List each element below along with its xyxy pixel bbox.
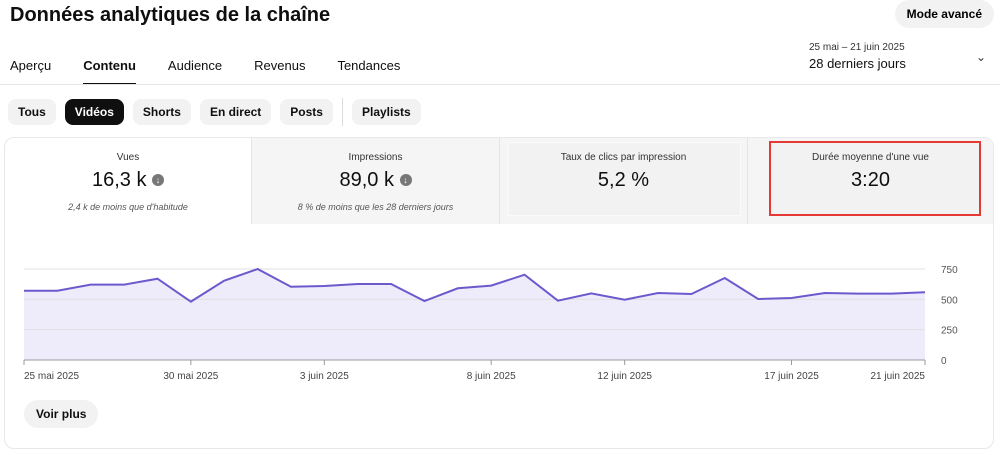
page-title: Données analytiques de la chaîne [10, 4, 331, 26]
metric-vues[interactable]: Vues 16,3 k ↓ 2,4 k de moins que d'habit… [5, 138, 251, 224]
chip-videos[interactable]: Vidéos [64, 99, 124, 125]
x-tick-label: 25 mai 2025 [24, 371, 79, 382]
x-tick-label: 12 juin 2025 [597, 371, 652, 382]
chevron-down-icon[interactable]: ⌄ [975, 50, 986, 64]
x-tick-label: 30 mai 2025 [163, 371, 218, 382]
advanced-mode-button[interactable]: Mode avancé [894, 0, 994, 28]
series-line [24, 267, 926, 303]
metric-value: 16,3 k [91, 169, 147, 191]
y-tick-label: 750 [941, 265, 958, 276]
x-tick-label: 8 juin 2025 [467, 371, 516, 382]
metric-label: Vues [116, 152, 140, 163]
period-selector[interactable]: 28 derniers jours [809, 56, 906, 71]
metric-value: 5,2 % [597, 169, 650, 191]
x-tick-label: 17 juin 2025 [764, 371, 819, 382]
metric-impressions[interactable]: Impressions 89,0 k ↓ 8 % de moins que le… [251, 138, 499, 224]
y-tick-label: 0 [941, 356, 947, 367]
metric-note: 8 % de moins que les 28 derniers jours [297, 202, 454, 212]
x-tick-label: 21 juin 2025 [871, 371, 926, 382]
date-range[interactable]: 25 mai – 21 juin 2025 [809, 42, 905, 53]
chip-playlists[interactable]: Playlists [351, 99, 421, 125]
tab-apercu[interactable]: Aperçu [10, 58, 52, 73]
metric-avg-view-duration[interactable]: Durée moyenne d'une vue 3:20 [747, 138, 993, 224]
line-chart: 0 250 500 750 25 mai 2025 30 mai 2025 3 juin 2… [23, 265, 958, 382]
voir-plus-button[interactable]: Voir plus [24, 400, 99, 428]
x-tick-label: 3 juin 2025 [300, 371, 349, 382]
chip-tous[interactable]: Tous [8, 99, 56, 125]
tab-tendances[interactable]: Tendances [337, 58, 401, 73]
content-filter-chips: Tous Vidéos Shorts En direct Posts Playl… [8, 98, 421, 126]
highlight-box [769, 141, 981, 216]
chip-posts[interactable]: Posts [280, 99, 333, 125]
chip-separator [341, 98, 343, 126]
tab-contenu[interactable]: Contenu [83, 58, 136, 85]
tab-revenus[interactable]: Revenus [254, 58, 306, 73]
arrow-down-icon: ↓ [152, 174, 165, 186]
y-tick-label: 500 [941, 295, 958, 306]
metric-label: Impressions [348, 152, 403, 163]
metric-note: 2,4 k de moins que d'habitude [68, 202, 188, 212]
metric-label: Taux de clics par impression [560, 152, 687, 163]
y-tick-label: 250 [941, 326, 958, 337]
chip-en-direct[interactable]: En direct [199, 99, 272, 125]
arrow-down-icon: ↓ [399, 174, 412, 186]
metric-label: Durée moyenne d'une vue [812, 152, 929, 163]
metric-value: 89,0 k [339, 169, 394, 191]
chip-shorts[interactable]: Shorts [132, 99, 191, 125]
tab-bar: Aperçu Contenu Audience Revenus Tendance… [10, 58, 400, 85]
area-fill [24, 269, 925, 360]
metrics-card: Vues 16,3 k ↓ 2,4 k de moins que d'habit… [4, 137, 994, 449]
tab-audience[interactable]: Audience [167, 58, 223, 73]
divider [0, 84, 1000, 85]
metric-ctr[interactable]: Taux de clics par impression 5,2 % [499, 138, 747, 224]
metric-value: 3:20 [851, 169, 890, 191]
